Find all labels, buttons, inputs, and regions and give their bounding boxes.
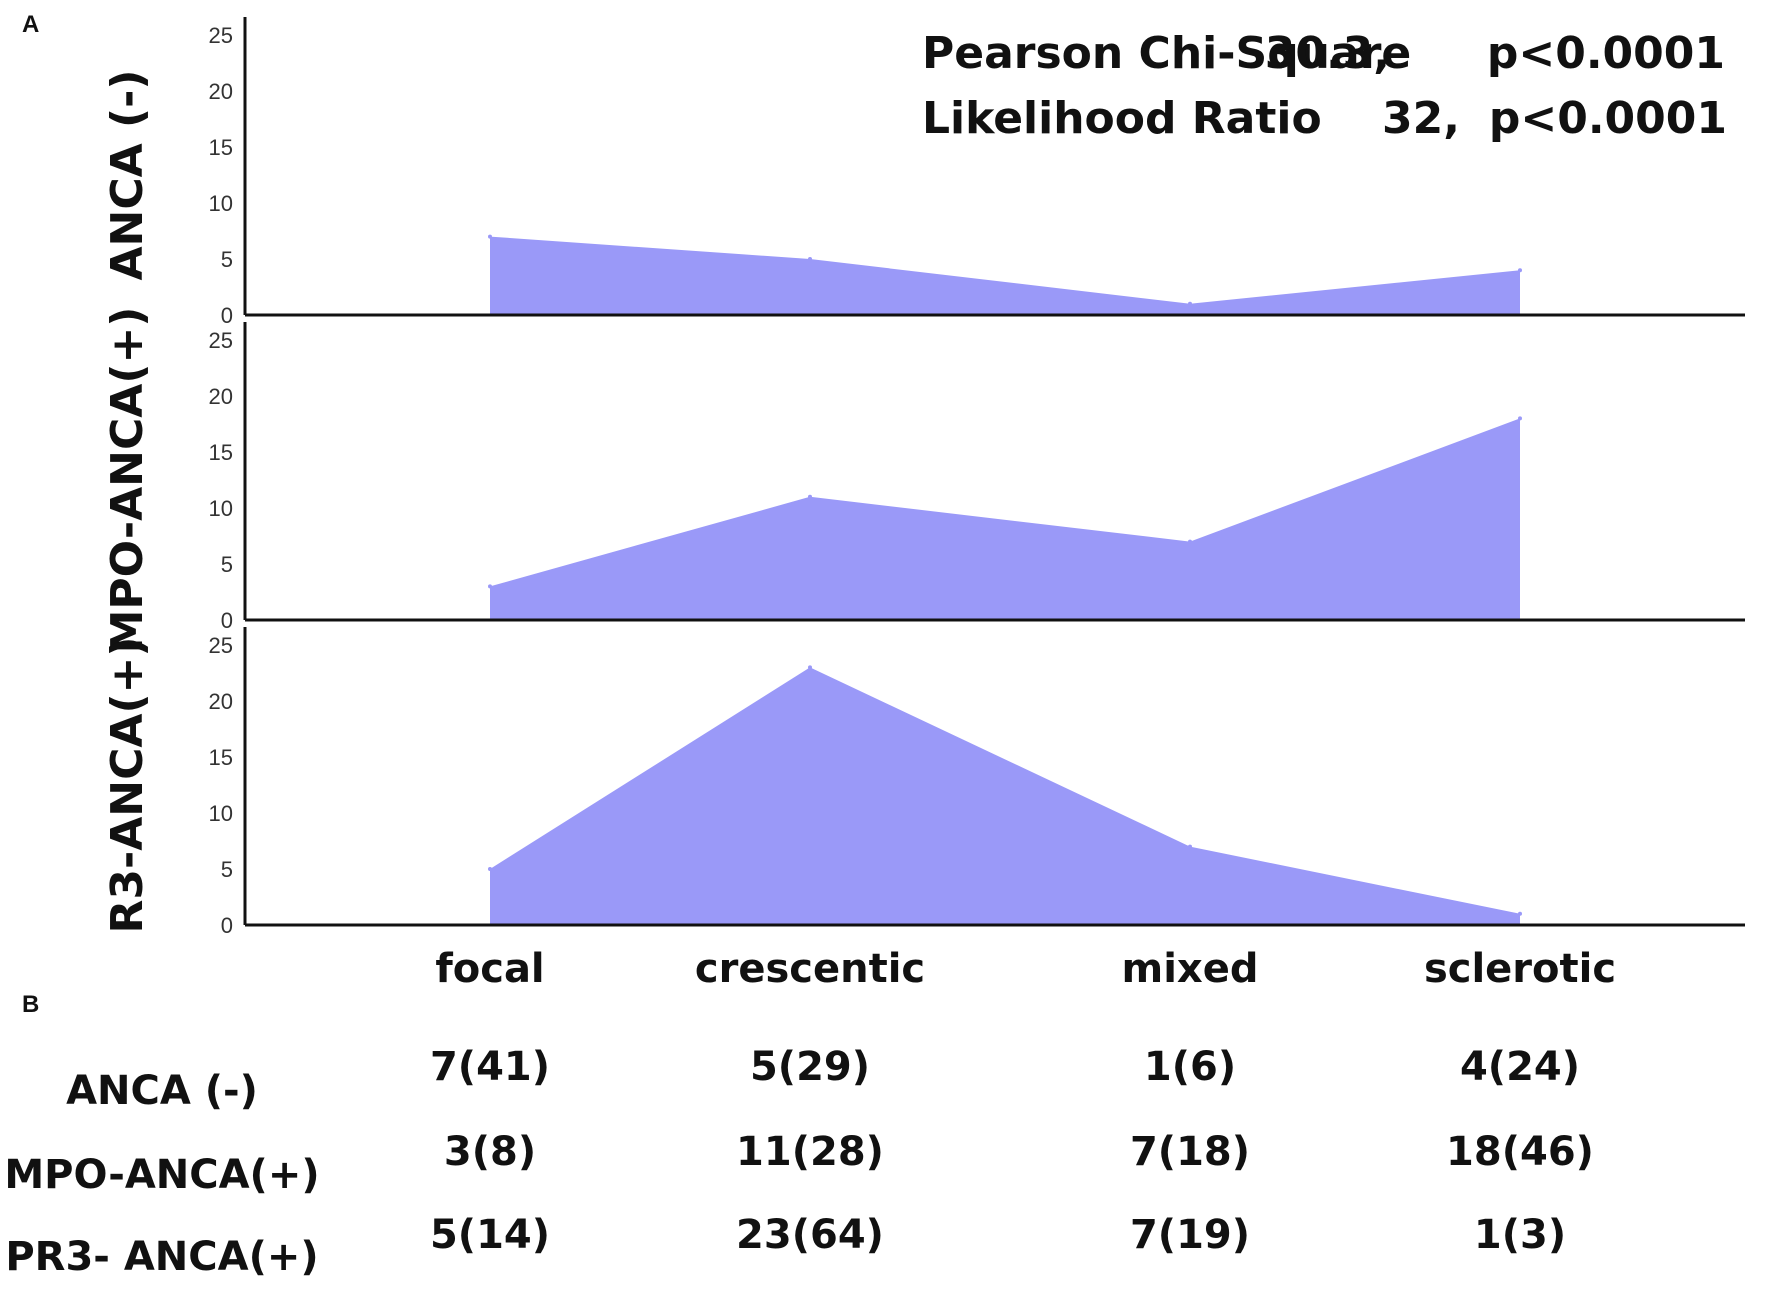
data-point — [808, 665, 812, 670]
table-row: ANCA (-) 7(41) 5(29) 1(6) 4(24) — [66, 1044, 1580, 1114]
area-series-3 — [490, 667, 1520, 925]
table-row: MPO-ANCA(+) 3(8) 11(28) 7(18) 18(46) — [4, 1129, 1594, 1198]
data-point — [1188, 539, 1192, 544]
y-tick-label: 0 — [221, 303, 233, 328]
table-cell: 23(64) — [736, 1212, 884, 1258]
table-row-label: ANCA (-) — [66, 1068, 258, 1114]
table-row: PR3- ANCA(+) 5(14) 23(64) 7(19) 1(3) — [5, 1212, 1566, 1280]
table-cell: 1(3) — [1474, 1212, 1566, 1258]
table-cell: 1(6) — [1144, 1044, 1236, 1090]
y-tick-label: 25 — [209, 633, 233, 658]
y-tick-label: 20 — [209, 384, 233, 409]
series-label: ANCA (-) — [102, 69, 153, 280]
y-tick-label: 5 — [221, 552, 233, 577]
stats-line1-value: 30.3, — [1265, 28, 1390, 79]
y-tick-label: 15 — [209, 745, 233, 770]
y-tick-label: 5 — [221, 857, 233, 882]
x-category-label: sclerotic — [1424, 946, 1616, 992]
x-category-label: focal — [435, 946, 544, 992]
stats-line2-label: Likelihood Ratio — [922, 93, 1322, 144]
y-tick-label: 5 — [221, 247, 233, 272]
panel-2: 0 5 10 15 20 25 MPO-ANCA(+) — [102, 307, 1745, 654]
data-point — [488, 867, 492, 871]
data-point — [1518, 268, 1522, 273]
area-series-2 — [490, 418, 1520, 620]
stats-line2-p: p<0.0001 — [1489, 93, 1727, 144]
data-point — [1518, 416, 1522, 421]
x-category-label: crescentic — [695, 946, 925, 992]
table-cell: 5(14) — [430, 1212, 550, 1258]
data-point — [488, 234, 492, 239]
table-cell: 7(18) — [1130, 1129, 1250, 1175]
y-tick-label: 15 — [209, 440, 233, 465]
panel-a-label: A — [22, 11, 39, 38]
table-row-label: MPO-ANCA(+) — [4, 1152, 319, 1198]
table-cell: 18(46) — [1446, 1129, 1594, 1175]
table-cell: 7(41) — [430, 1044, 550, 1090]
y-tick-label: 10 — [209, 801, 233, 826]
y-tick-label: 20 — [209, 689, 233, 714]
y-tick-label: 15 — [209, 135, 233, 160]
y-tick-label: 25 — [209, 23, 233, 48]
x-category-label: mixed — [1122, 946, 1259, 992]
y-tick-label: 0 — [221, 913, 233, 938]
data-point — [808, 257, 812, 261]
series-label: MPO-ANCA(+) — [102, 307, 153, 654]
counts-table: ANCA (-) 7(41) 5(29) 1(6) 4(24) MPO-ANCA(+) 3(… — [4, 1044, 1594, 1280]
data-point — [1188, 844, 1192, 849]
table-cell: 3(8) — [444, 1129, 536, 1175]
panel-1: 0 5 10 15 20 25 ANCA (-) — [102, 17, 1745, 328]
stats-line2-value: 32, — [1382, 93, 1460, 144]
stats-annotation: Pearson Chi-Square 30.3, p<0.0001 Likeli… — [922, 28, 1727, 144]
panel-b-label: B — [22, 991, 39, 1018]
table-row-label: PR3- ANCA(+) — [5, 1234, 318, 1280]
stats-line1-p: p<0.0001 — [1487, 28, 1725, 79]
category-labels: focal crescentic mixed sclerotic — [435, 946, 1616, 992]
data-point — [488, 584, 492, 589]
stats-line1-label: Pearson Chi-Square — [922, 28, 1411, 79]
y-tick-label: 10 — [209, 191, 233, 216]
table-cell: 4(24) — [1460, 1044, 1580, 1090]
panel-3: 0 5 10 15 20 25 R3-ANCA(+) — [102, 627, 1745, 938]
table-cell: 7(19) — [1130, 1212, 1250, 1258]
table-cell: 11(28) — [736, 1129, 884, 1175]
y-tick-label: 25 — [209, 328, 233, 353]
series-label: R3-ANCA(+) — [102, 636, 153, 933]
y-tick-label: 10 — [209, 496, 233, 521]
y-tick-label: 20 — [209, 79, 233, 104]
data-point — [1518, 911, 1522, 916]
data-point — [1188, 301, 1192, 306]
data-point — [808, 494, 812, 499]
y-tick-label: 0 — [221, 608, 233, 633]
table-cell: 5(29) — [750, 1044, 870, 1090]
area-series-1 — [490, 236, 1520, 315]
